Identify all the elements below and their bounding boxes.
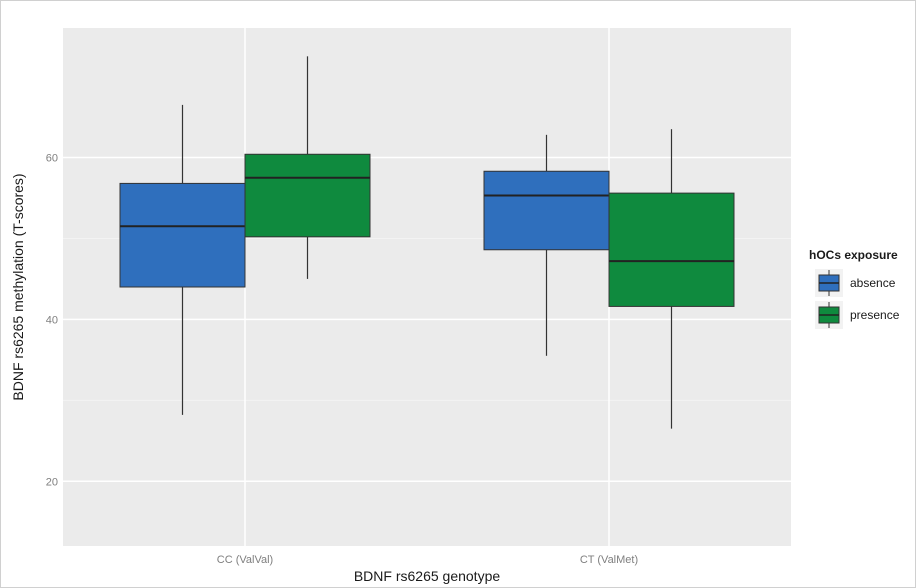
x-axis-title: BDNF rs6265 genotype [354,568,501,584]
legend-title: hOCs exposure [809,248,898,262]
y-tick-label-2: 60 [46,153,58,165]
boxes [119,56,735,429]
x-tick-label-0: CC (ValVal) [217,554,273,566]
legend: hOCs exposure absence presence [809,248,900,329]
box-presence-0 [244,56,371,279]
y-tick-label-1: 40 [46,314,58,326]
tick-labels: 20 40 60 CC (ValVal) CT (ValMet) [46,153,638,567]
x-tick-label-1: CT (ValMet) [580,554,638,566]
legend-item-presence: presence [815,301,900,329]
legend-item-absence: absence [815,269,896,297]
legend-label-presence: presence [850,308,900,322]
y-tick-label-0: 20 [46,476,58,488]
legend-label-absence: absence [850,276,896,290]
iqr-box [483,170,610,251]
box-presence-1 [608,129,735,429]
iqr-box [244,153,371,238]
y-axis-title: BDNF rs6265 methylation (T-scores) [10,173,26,400]
iqr-box [119,182,246,288]
box-absence-0 [119,104,246,415]
iqr-box [608,192,735,307]
